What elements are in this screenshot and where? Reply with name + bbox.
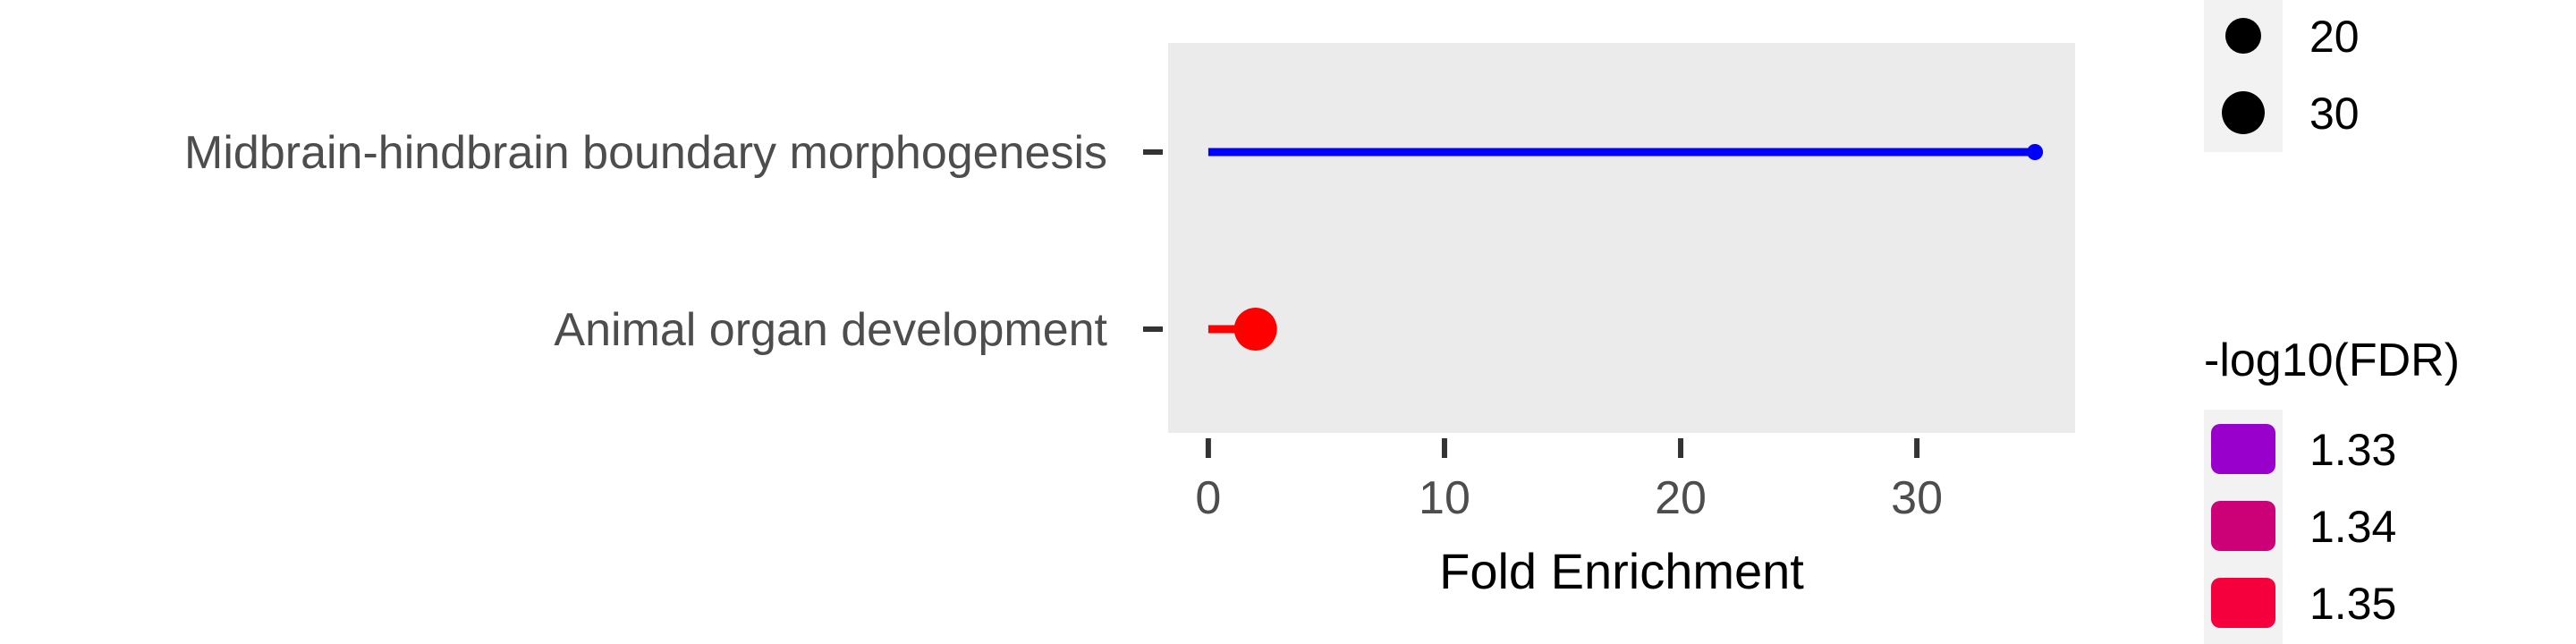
- color-legend-key: [2211, 501, 2275, 551]
- size-legend-key: [2222, 91, 2265, 134]
- size-legend-key: [2225, 18, 2261, 54]
- x-axis-title: Fold Enrichment: [1439, 543, 1804, 599]
- x-tick-label: 0: [1195, 472, 1221, 524]
- x-tick-label: 30: [1891, 472, 1943, 524]
- color-legend-title: -log10(FDR): [2204, 335, 2460, 386]
- y-tick-label: Midbrain-hindbrain boundary morphogenesi…: [184, 127, 1107, 179]
- x-tick-label: 10: [1419, 472, 1470, 524]
- color-legend-key: [2211, 424, 2275, 474]
- size-legend-label: 20: [2309, 12, 2360, 62]
- x-tick-label: 20: [1655, 472, 1707, 524]
- color-legend-key: [2211, 578, 2275, 628]
- color-legend: -log10(FDR) 1.33 1.34 1.35: [2204, 335, 2460, 644]
- lollipop-points: [1233, 144, 2044, 351]
- color-legend-label: 1.34: [2309, 502, 2396, 552]
- size-legend-label: 30: [2309, 89, 2360, 139]
- plot-panel: [1168, 43, 2075, 433]
- lollipop-point: [1233, 308, 1277, 351]
- lollipop-point: [2027, 144, 2044, 160]
- x-axis: 0 10 20 30: [1195, 438, 1943, 524]
- color-legend-label: 1.33: [2309, 425, 2396, 475]
- y-tick-label: Animal organ development: [554, 304, 1107, 356]
- color-legend-label: 1.35: [2309, 579, 2396, 629]
- y-axis: Midbrain-hindbrain boundary morphogenesi…: [184, 127, 1163, 356]
